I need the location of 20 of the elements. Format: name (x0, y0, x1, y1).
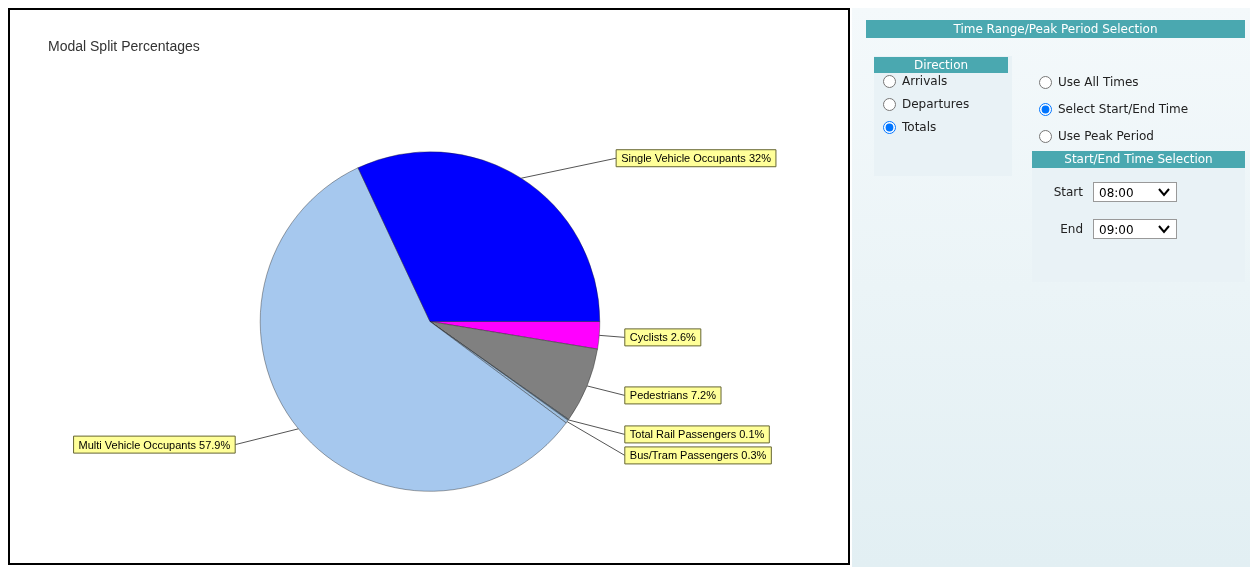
text: Time Range/Peak Period Selection (866, 20, 1245, 38)
text: Select Start/End Time (1058, 102, 1189, 116)
chart-title: Modal Split Percentages (48, 37, 200, 54)
text: Use All Times (1058, 75, 1139, 89)
text: Departures (902, 97, 970, 111)
slice-label: Multi Vehicle Occupants 57.9% (78, 438, 231, 451)
text: Totals (902, 120, 937, 134)
slice-label: Total Rail Passengers 0.1% (629, 428, 765, 441)
text: Arrivals (902, 74, 948, 88)
slice-label: Single Vehicle Occupants 32% (621, 152, 772, 165)
slice-label: Cyclists 2.6% (629, 331, 697, 344)
text: Direction (874, 57, 1008, 73)
text: End (1060, 222, 1083, 236)
slice-label: Bus/Tram Passengers 0.3% (629, 449, 767, 462)
text: Start/End Time Selection (1032, 151, 1245, 168)
text: Use Peak Period (1058, 129, 1154, 143)
text: Start (1053, 185, 1083, 199)
text: 09:00 (1093, 219, 1177, 239)
text: 08:00 (1093, 182, 1177, 202)
slice-label: Pedestrians 7.2% (629, 389, 717, 402)
